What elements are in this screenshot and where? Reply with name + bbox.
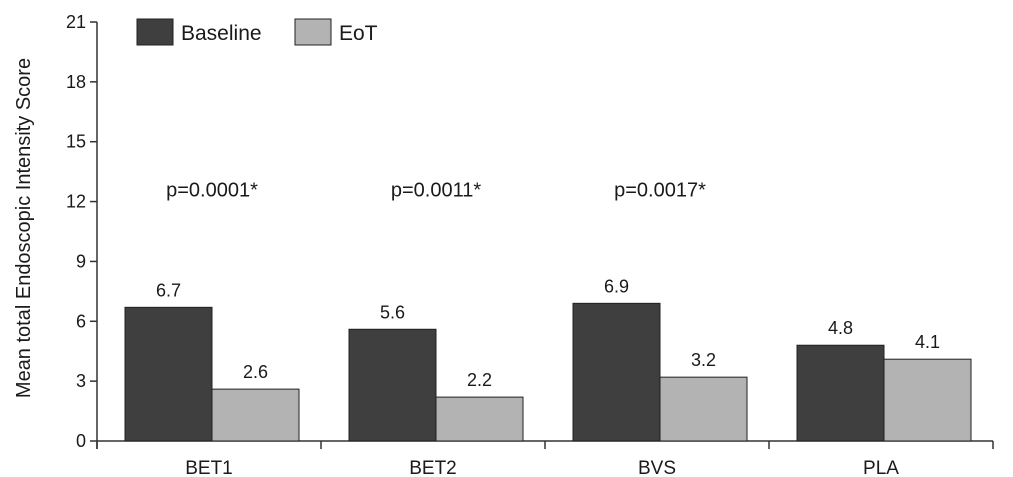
data-label: 2.6 (243, 362, 268, 382)
p-value-annotation: p=0.0011* (391, 180, 481, 202)
y-tick-label: 15 (66, 132, 86, 152)
x-tick-label: BET2 (409, 458, 457, 477)
bar-baseline-bet1 (124, 306, 213, 442)
bar-eot-pla (883, 358, 972, 442)
data-label: 6.9 (604, 276, 629, 296)
x-tick-label: BET1 (185, 458, 233, 477)
legend-swatch-baseline (136, 18, 174, 46)
plot-area: 0 3 6 9 12 15 18 21 6.7 2.6 BET1 5.6 2.2 BET2 6.9 3.2 BV… (66, 12, 994, 477)
x-tick-label: BVS (638, 458, 676, 477)
y-tick-label: 12 (66, 192, 86, 212)
bar-eot-bvs (659, 376, 748, 442)
legend-swatch-eot (294, 18, 332, 46)
legend-label-eot: EoT (339, 22, 378, 45)
y-tick-label: 6 (76, 311, 86, 331)
x-tick-label: PLA (863, 458, 899, 477)
y-tick-label: 3 (76, 371, 86, 391)
data-label: 2.2 (467, 370, 492, 390)
p-value-annotation: p=0.0001* (166, 180, 258, 202)
legend-label-baseline: Baseline (181, 22, 262, 45)
data-label: 6.7 (156, 280, 181, 300)
bar-eot-bet2 (435, 396, 524, 442)
bar-baseline-bet2 (348, 328, 437, 442)
y-axis-label: Mean total Endoscopic Intensity Score (13, 58, 35, 398)
data-label: 4.8 (828, 318, 853, 338)
p-value-annotation: p=0.0017* (614, 180, 706, 202)
y-tick-label: 21 (66, 12, 86, 32)
y-tick-label: 18 (66, 72, 86, 92)
y-tick-label: 9 (76, 251, 86, 271)
y-tick-label: 0 (76, 431, 86, 451)
bar-baseline-pla (796, 344, 885, 442)
bar-eot-bet1 (211, 388, 300, 442)
bar-baseline-bvs (572, 302, 661, 442)
data-label: 5.6 (380, 302, 405, 322)
data-label: 4.1 (915, 332, 940, 352)
data-label: 3.2 (691, 350, 716, 370)
